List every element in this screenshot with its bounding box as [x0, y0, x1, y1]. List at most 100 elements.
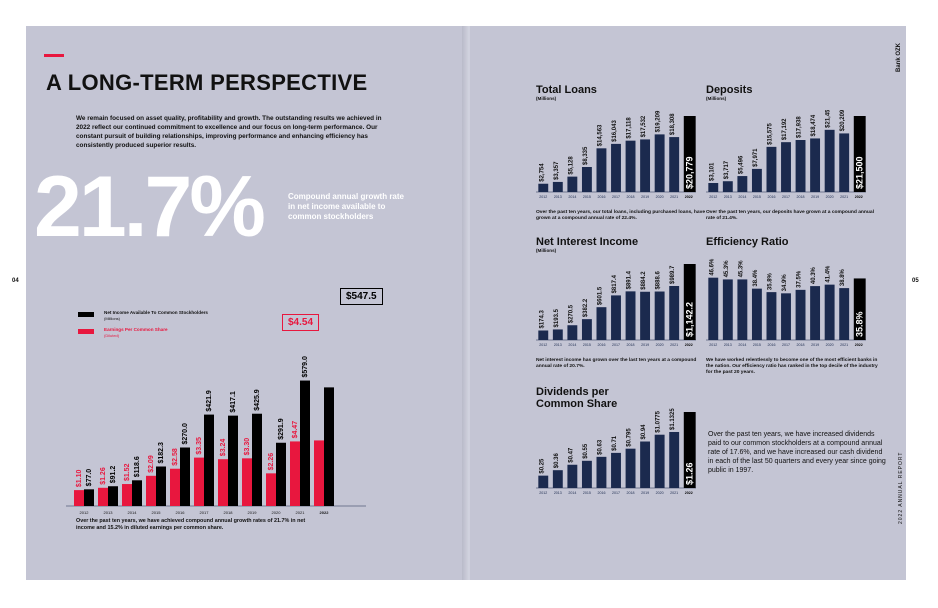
ni-year-label-2016: 2016 [175, 510, 185, 515]
deposits-bar-2015 [751, 168, 762, 192]
efficiency-year-label-2018: 2018 [797, 343, 805, 347]
dividends-year-label-2020: 2020 [656, 491, 664, 495]
deposits-year-label-2020: 2020 [826, 195, 834, 199]
loans-value-label-2017: $16,043 [612, 120, 618, 142]
efficiency-bar-2013 [722, 279, 733, 340]
deposits-header: Deposits (Millions) [706, 84, 752, 101]
page-number-left: 04 [12, 278, 19, 284]
deposits-bar-2019 [810, 138, 821, 192]
eps-value-label-2019: $3.30 [244, 438, 251, 456]
nii-bar-2020 [654, 291, 665, 340]
efficiency-year-label-2019: 2019 [811, 343, 819, 347]
loans-title: Total Loans [536, 84, 597, 96]
deposits-year-label-2012: 2012 [709, 195, 717, 199]
efficiency-bar-2012 [708, 277, 719, 340]
dividends-bar-2019 [640, 441, 651, 488]
ni-year-label-2014: 2014 [127, 510, 137, 515]
net-income-value-label-2015: $182.3 [158, 442, 165, 464]
annual-report-label: 2022 ANNUAL REPORT [898, 451, 904, 524]
deposits-bar-2021 [839, 133, 850, 192]
dividends-bar-2012 [538, 475, 549, 488]
loans-bar-2021 [669, 137, 680, 192]
deposits-value-label-2016: $15,575 [767, 123, 773, 145]
efficiency-bar-2016 [766, 292, 777, 340]
nii-value-label-2020: $888.6 [656, 271, 662, 290]
dividends-year-label-2018: 2018 [627, 491, 635, 495]
nii-bar-2021 [669, 286, 680, 340]
loans-year-label-2017: 2017 [612, 195, 620, 199]
dividends-bar-2017 [611, 452, 621, 488]
efficiency-bar-2017 [781, 293, 791, 340]
nii-value-label-2013: $193.5 [554, 308, 560, 327]
deposits-bar-2014 [737, 176, 748, 192]
deposits-caption: Over the past ten years, our deposits ha… [706, 210, 874, 222]
dividends-chart: $0.25 2012 $0.36 2013 $0.47 2014 $0.55 2015 $0.6… [536, 408, 696, 495]
deposits-year-label-2017: 2017 [782, 195, 790, 199]
deposits-year-label-2015: 2015 [753, 195, 761, 199]
net-income-value-label-2021: $579.0 [302, 356, 309, 378]
eps-bar-2015 [146, 475, 156, 506]
left-footnote: Over the past ten years, we have achieve… [76, 518, 306, 531]
loans-bar-2018 [625, 140, 636, 192]
dividends-value-label-2014: $0.47 [568, 447, 574, 463]
deposits-value-label-2019: $18,474 [811, 114, 817, 136]
dividends-year-label-2017: 2017 [612, 491, 620, 495]
nii-bar-2012 [538, 330, 549, 340]
eps-value-label-2021: $4.47 [292, 421, 299, 439]
nii-year-label-2018: 2018 [627, 343, 635, 347]
deposits-value-label-2017: $17,192 [782, 118, 788, 140]
dividends-year-label-2016: 2016 [597, 491, 605, 495]
nii-value-label-2018: $891.4 [627, 270, 633, 289]
efficiency-bar-2019 [810, 286, 821, 340]
nii-value-label-2022: $1,142.2 [685, 302, 695, 337]
dividends-bar-2016 [596, 456, 607, 488]
loans-bar-2020 [654, 134, 665, 192]
loans-value-label-2012: $2,754 [539, 163, 545, 182]
dividends-value-label-2017: $0.71 [612, 435, 618, 451]
loans-year-label-2019: 2019 [641, 195, 649, 199]
loans-value-label-2019: $17,532 [641, 115, 647, 137]
net-income-value-label-2017: $421.9 [206, 390, 213, 412]
loans-year-label-2018: 2018 [627, 195, 635, 199]
efficiency-bar-2015 [751, 288, 762, 340]
legend-eps: Earnings Per Common Share (Diluted) [104, 327, 168, 338]
efficiency-bar-2020 [824, 284, 835, 340]
loans-bar-2022 [683, 116, 696, 192]
loans-bar-2016 [596, 148, 607, 192]
deposits-value-label-2015: $7,971 [753, 148, 759, 167]
page-number-right: 05 [912, 278, 919, 284]
accent-dash [44, 54, 64, 57]
nii-value-label-2012: $174.3 [539, 309, 545, 328]
net-income-value-label-2020: $291.9 [278, 418, 285, 440]
deposits-bar-2020 [824, 129, 835, 192]
net-income-bar-2019 [252, 413, 262, 506]
dividends-bar-2021 [669, 431, 680, 488]
nii-year-label-2013: 2013 [554, 343, 562, 347]
efficiency-caption: We have worked relentlessly to become on… [706, 358, 878, 376]
nii-caption: Net interest income has grown over the l… [536, 358, 697, 370]
nii-year-label-2017: 2017 [612, 343, 620, 347]
nii-year-label-2014: 2014 [568, 343, 576, 347]
loans-year-label-2021: 2021 [670, 195, 678, 199]
nii-bar-2022 [683, 264, 696, 340]
callout-net-income-2022: $547.5 [340, 288, 383, 305]
net-income-bar-2012 [84, 489, 94, 506]
eps-bar-2014 [122, 484, 132, 506]
nii-bar-2016 [596, 307, 607, 340]
nii-bar-2014 [567, 325, 578, 340]
nii-year-label-2016: 2016 [597, 343, 605, 347]
efficiency-value-label-2015: 38.4% [753, 269, 759, 287]
page-title: A LONG-TERM PERSPECTIVE [46, 70, 368, 95]
net-income-value-label-2018: $417.1 [230, 391, 237, 413]
total-loans-chart: $2,754 2012 $3,357 2013 $5,128 2014 $8,335 2015… [536, 110, 696, 199]
dividends-year-label-2019: 2019 [641, 491, 649, 495]
efficiency-value-label-2018: 37.5% [797, 270, 803, 288]
bank-logo: Bank OZK [896, 42, 902, 72]
efficiency-value-label-2016: 35.8% [767, 272, 773, 290]
loans-bar-2017 [611, 143, 621, 192]
deposits-bar-2013 [722, 181, 733, 192]
dividends-header: Dividends per Common Share [536, 386, 646, 410]
efficiency-bar-2022 [853, 278, 866, 340]
deposits-year-label-2014: 2014 [738, 195, 746, 199]
efficiency-year-label-2022: 2022 [855, 343, 863, 347]
